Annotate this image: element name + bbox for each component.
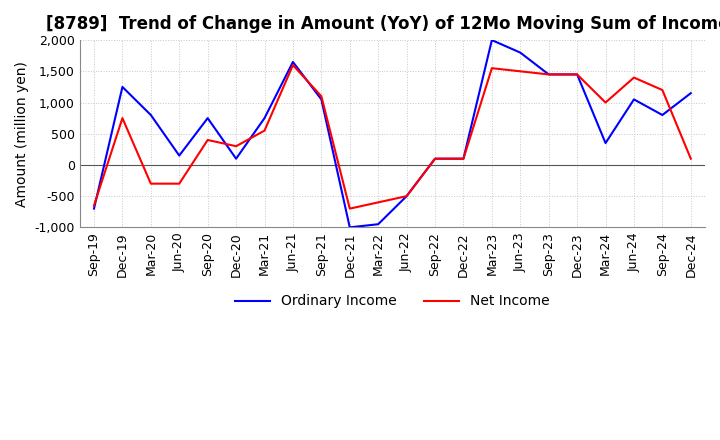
- Ordinary Income: [573, 72, 582, 77]
- Net Income: [203, 137, 212, 143]
- Ordinary Income: [459, 156, 468, 161]
- Ordinary Income: [203, 115, 212, 121]
- Net Income: [686, 156, 695, 161]
- Net Income: [544, 72, 553, 77]
- Net Income: [629, 75, 638, 80]
- Ordinary Income: [374, 222, 382, 227]
- Ordinary Income: [289, 59, 297, 65]
- Ordinary Income: [232, 156, 240, 161]
- Net Income: [374, 200, 382, 205]
- Net Income: [658, 88, 667, 93]
- Line: Ordinary Income: Ordinary Income: [94, 40, 690, 227]
- Net Income: [146, 181, 155, 186]
- Net Income: [601, 100, 610, 105]
- Ordinary Income: [90, 206, 99, 211]
- Ordinary Income: [260, 115, 269, 121]
- Net Income: [516, 69, 525, 74]
- Net Income: [346, 206, 354, 211]
- Net Income: [232, 143, 240, 149]
- Ordinary Income: [346, 225, 354, 230]
- Net Income: [175, 181, 184, 186]
- Net Income: [90, 203, 99, 208]
- Line: Net Income: Net Income: [94, 65, 690, 209]
- Legend: Ordinary Income, Net Income: Ordinary Income, Net Income: [230, 289, 555, 314]
- Ordinary Income: [629, 97, 638, 102]
- Net Income: [402, 194, 411, 199]
- Net Income: [118, 115, 127, 121]
- Net Income: [260, 128, 269, 133]
- Ordinary Income: [402, 194, 411, 199]
- Ordinary Income: [175, 153, 184, 158]
- Ordinary Income: [544, 72, 553, 77]
- Ordinary Income: [516, 50, 525, 55]
- Net Income: [573, 72, 582, 77]
- Ordinary Income: [487, 37, 496, 43]
- Ordinary Income: [686, 91, 695, 96]
- Net Income: [459, 156, 468, 161]
- Title: [8789]  Trend of Change in Amount (YoY) of 12Mo Moving Sum of Incomes: [8789] Trend of Change in Amount (YoY) o…: [45, 15, 720, 33]
- Y-axis label: Amount (million yen): Amount (million yen): [15, 61, 29, 207]
- Net Income: [431, 156, 439, 161]
- Ordinary Income: [658, 112, 667, 117]
- Ordinary Income: [317, 97, 325, 102]
- Ordinary Income: [601, 140, 610, 146]
- Net Income: [289, 62, 297, 68]
- Ordinary Income: [146, 112, 155, 117]
- Ordinary Income: [118, 84, 127, 90]
- Net Income: [317, 94, 325, 99]
- Net Income: [487, 66, 496, 71]
- Ordinary Income: [431, 156, 439, 161]
